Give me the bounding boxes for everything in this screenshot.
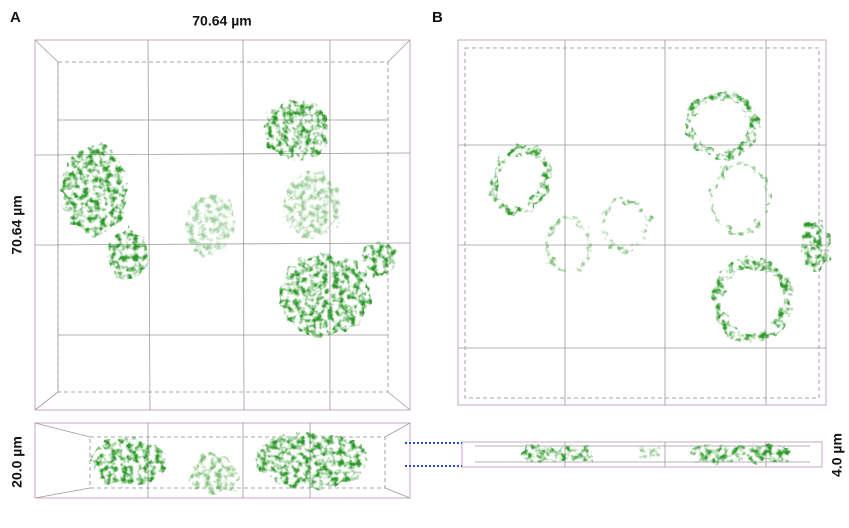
panel-b-side — [462, 442, 822, 467]
depth-label: 20.0 µm — [9, 436, 25, 488]
width-label: 70.64 µm — [192, 13, 251, 29]
connector — [405, 443, 462, 466]
figure: A B 70.64 µm 70.64 µm 20.0 µm 4.0 µm — [0, 0, 849, 528]
panel-b-view — [458, 40, 829, 405]
panel-a-view — [35, 40, 410, 410]
depth-label: 4.0 µm — [829, 433, 845, 477]
panel-a-side — [35, 423, 410, 498]
panel-label: B — [432, 9, 443, 26]
panel-label: A — [10, 9, 21, 26]
height-label: 70.64 µm — [9, 195, 25, 254]
